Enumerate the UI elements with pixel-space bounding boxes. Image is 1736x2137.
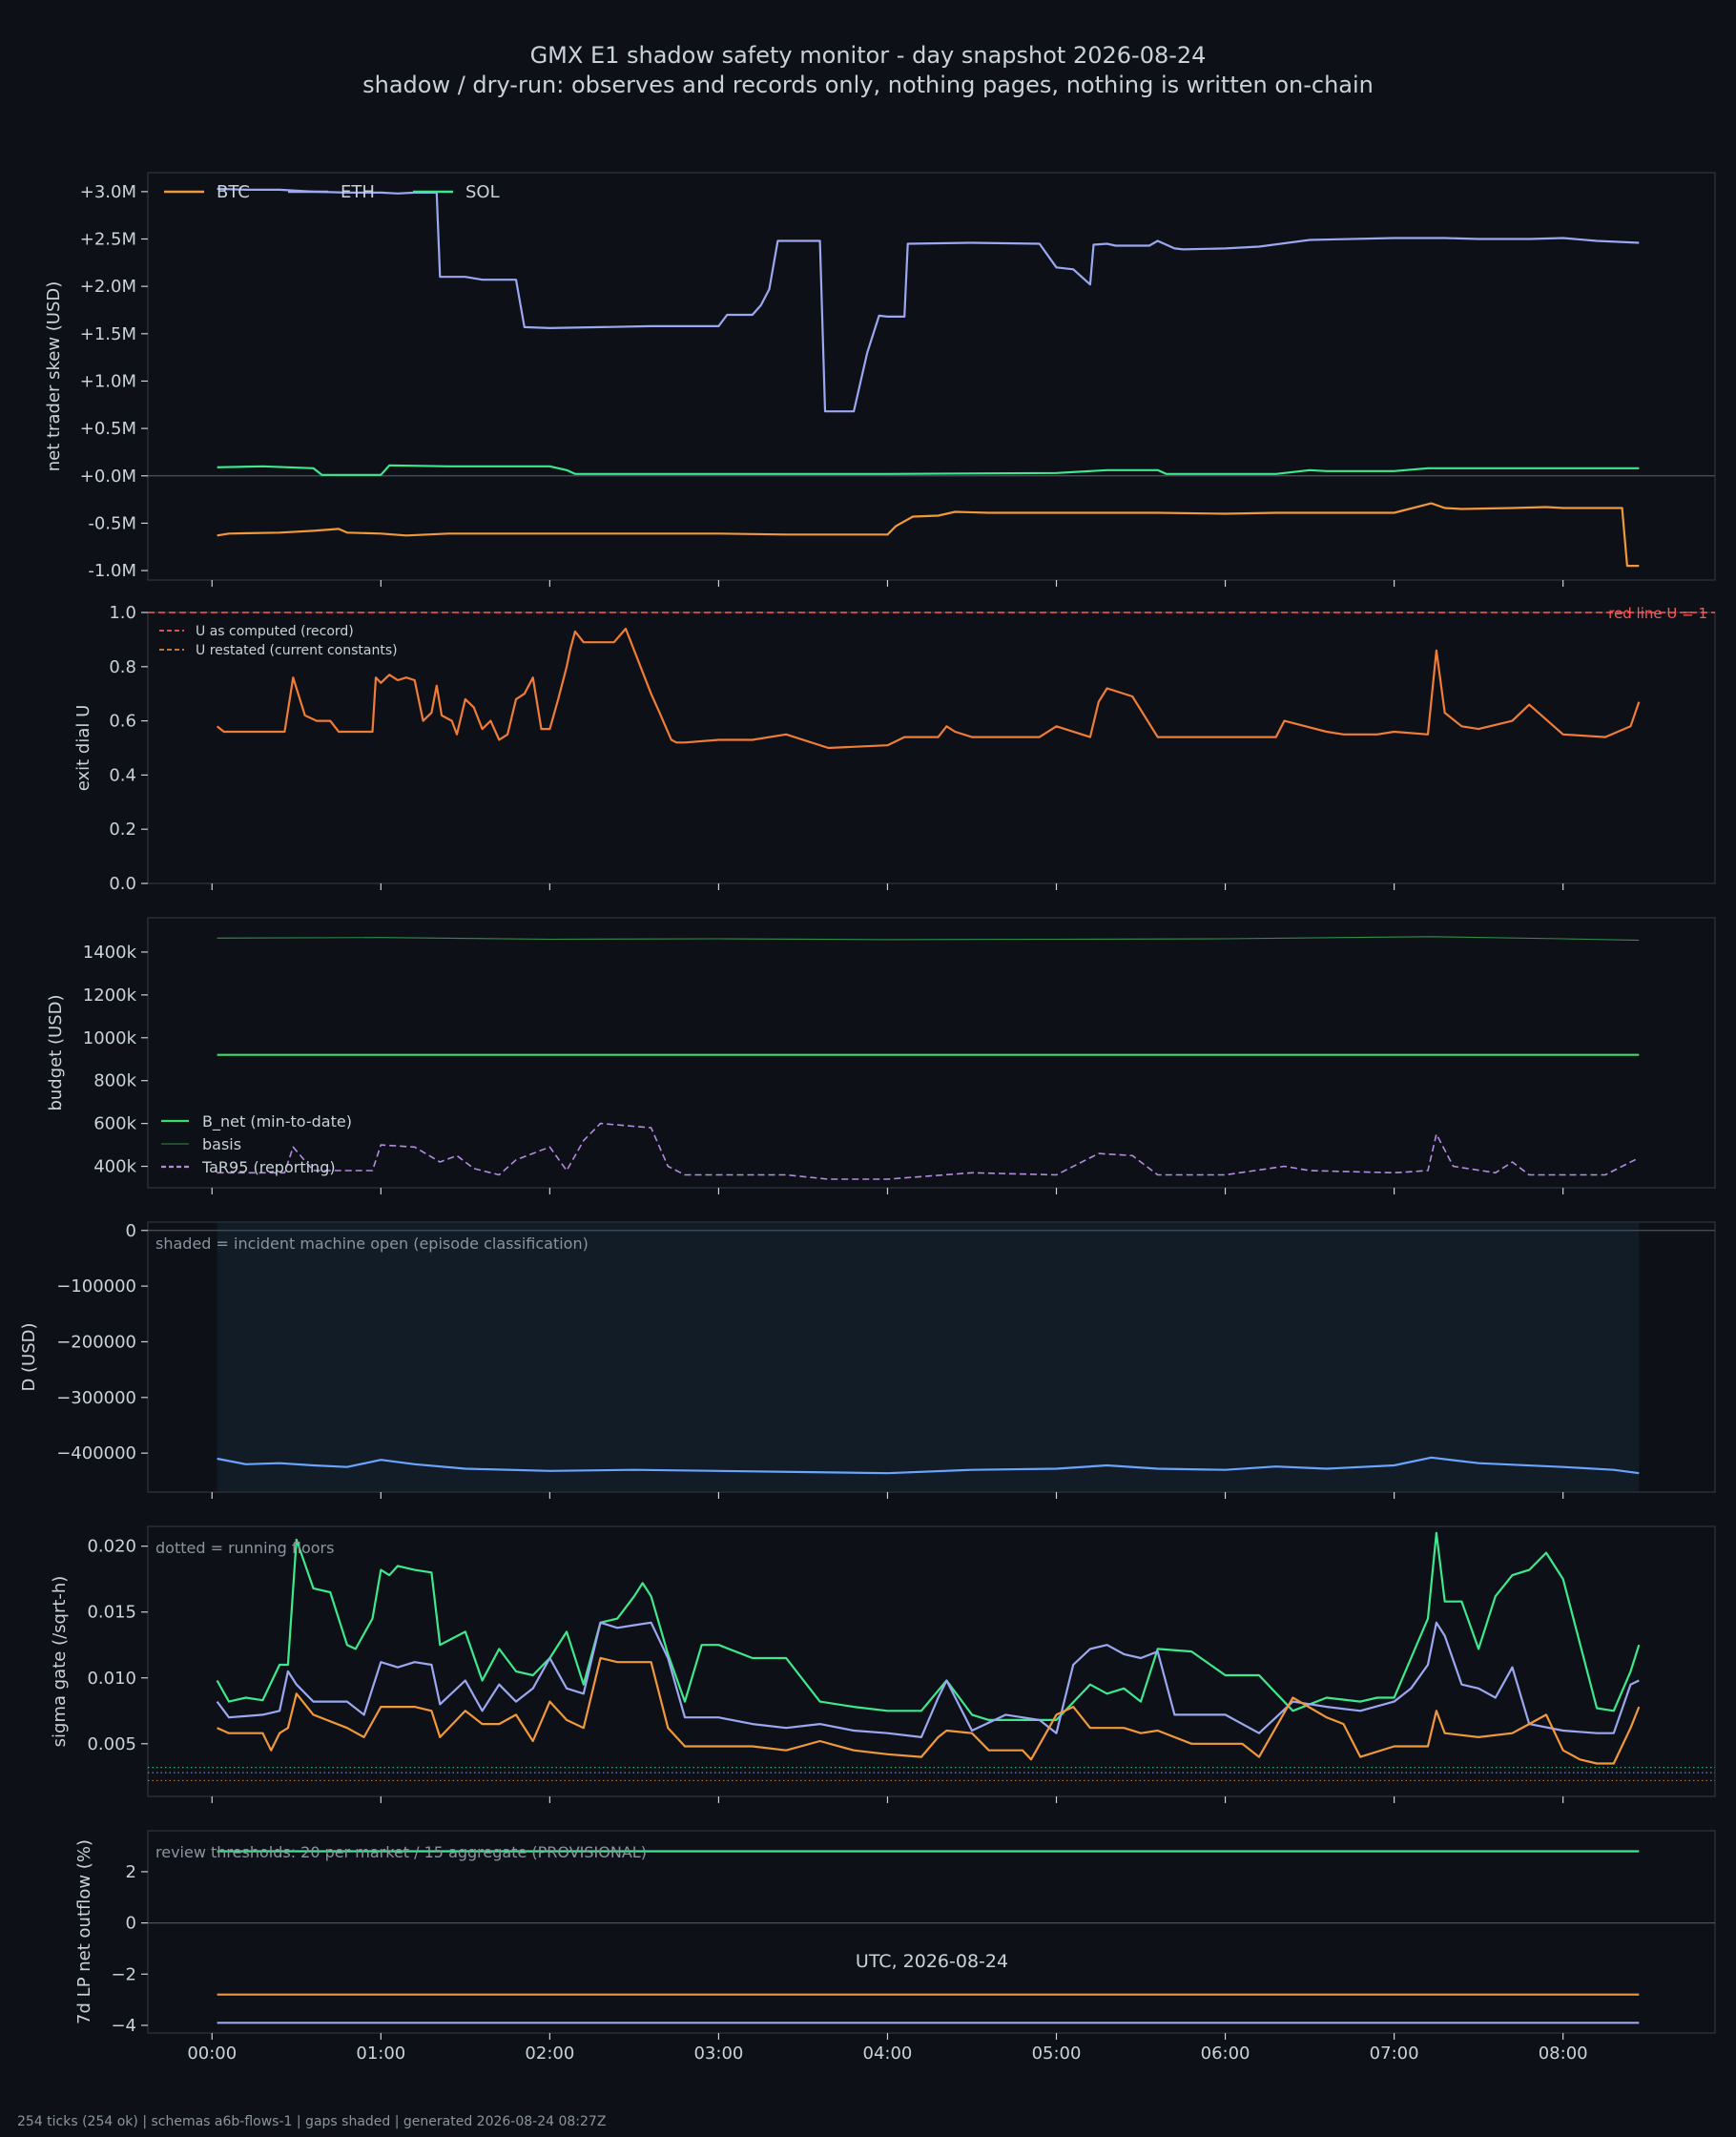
y-tick-label: −100000 bbox=[56, 1276, 136, 1297]
panel-annotation: shaded = incident machine open (episode … bbox=[155, 1234, 589, 1253]
series-line-btc bbox=[217, 502, 1640, 568]
legend-label: B_net (min-to-date) bbox=[202, 1112, 352, 1131]
panel-annotation: review thresholds: 20 per market / 15 ag… bbox=[155, 1843, 647, 1861]
panel-frame bbox=[147, 172, 1716, 581]
y-tick-label: 0.005 bbox=[87, 1734, 136, 1754]
y-tick-label: 600k bbox=[93, 1114, 136, 1134]
x-axis-label: UTC, 2026-08-24 bbox=[856, 1951, 1008, 1972]
legend-label: BTC bbox=[217, 182, 250, 202]
y-axis-label: budget (USD) bbox=[46, 994, 66, 1110]
series-line-s3 bbox=[217, 1656, 1641, 1765]
y-tick-label: +1.5M bbox=[80, 324, 136, 344]
y-tick-label: +3.0M bbox=[80, 182, 136, 202]
y-axis-label: sigma gate (/sqrt-h) bbox=[50, 1576, 70, 1748]
legend-label: ETH bbox=[341, 182, 375, 202]
incident-shaded-region bbox=[217, 1223, 1640, 1491]
legend-label: basis bbox=[202, 1135, 241, 1153]
series-line-s1 bbox=[217, 1456, 1640, 1475]
panels: +3.0M +2.5M +2.0M +1.5M +1.0M +0.5M +0.0M -0.5M… bbox=[19, 172, 1716, 2040]
x-tick-label: 02:00 bbox=[525, 2044, 574, 2064]
legend-label: U as computed (record) bbox=[196, 624, 354, 639]
legend-label: U restated (current constants) bbox=[196, 643, 398, 658]
series-line-sol bbox=[217, 464, 1640, 476]
y-tick-label: +1.0M bbox=[80, 371, 136, 391]
series-line-tar95-reporting bbox=[217, 1122, 1640, 1180]
y-tick-label: 0.015 bbox=[87, 1603, 136, 1623]
panel-annotation: dotted = running floors bbox=[155, 1539, 334, 1557]
y-axis-label: D (USD) bbox=[19, 1322, 39, 1391]
y-tick-label: -0.5M bbox=[88, 513, 136, 533]
series-line-eth bbox=[217, 187, 1640, 413]
panel-6: 2 0 −2 −4 7d LP net outflow (%) review thresh… bbox=[74, 1830, 1716, 2040]
panel-3: 1400k 1200k 1000k 800k 600k 400k budget (USD) B… bbox=[46, 917, 1716, 1194]
y-tick-label: −300000 bbox=[56, 1388, 136, 1408]
y-axis-label: net trader skew (USD) bbox=[44, 281, 64, 472]
x-tick-label: 03:00 bbox=[693, 2044, 743, 2064]
series-line-basis bbox=[217, 936, 1640, 942]
y-tick-label: +2.0M bbox=[80, 277, 136, 297]
y-tick-label: 0.6 bbox=[109, 712, 136, 732]
panel-2: 1.0 0.8 0.6 0.4 0.2 0.0 exit dial U red line U … bbox=[73, 603, 1716, 894]
series-line-s1 bbox=[216, 1531, 1641, 1722]
x-axis: 00:00 01:00 02:00 03:00 04:00 05:00 06:00 07:00… bbox=[187, 2044, 1587, 2064]
figure-footer: 254 ticks (254 ok) | schemas a6b-flows-1… bbox=[17, 2114, 606, 2129]
panel-frame bbox=[147, 1830, 1716, 2034]
x-tick-label: 01:00 bbox=[356, 2044, 405, 2064]
y-tick-label: -1.0M bbox=[88, 561, 136, 581]
y-tick-label: 0.8 bbox=[109, 657, 136, 677]
y-tick-label: −400000 bbox=[56, 1443, 136, 1463]
y-tick-label: +2.5M bbox=[80, 230, 136, 250]
red-line-annotation: red line U = 1 bbox=[1608, 605, 1707, 622]
figure-subtitle: shadow / dry-run: observes and records o… bbox=[362, 72, 1374, 98]
y-tick-label: 1200k bbox=[83, 986, 137, 1006]
y-tick-label: 0.0 bbox=[109, 874, 136, 894]
y-tick-label: 0 bbox=[126, 1221, 136, 1241]
x-tick-label: 06:00 bbox=[1201, 2044, 1250, 2064]
y-tick-label: 0.2 bbox=[109, 820, 136, 840]
panel-4: 0 −100000 −200000 −300000 −400000 D (USD) shad… bbox=[19, 1221, 1716, 1499]
panel-frame bbox=[147, 917, 1716, 1189]
y-tick-label: −200000 bbox=[56, 1332, 136, 1352]
x-tick-label: 00:00 bbox=[187, 2044, 237, 2064]
x-tick-label: 04:00 bbox=[863, 2044, 913, 2064]
x-tick-label: 07:00 bbox=[1370, 2044, 1419, 2064]
y-tick-label: +0.0M bbox=[80, 467, 136, 487]
y-tick-label: 1400k bbox=[83, 943, 137, 963]
panel-1: +3.0M +2.5M +2.0M +1.5M +1.0M +0.5M +0.0M -0.5M… bbox=[44, 172, 1716, 587]
y-tick-label: 0.4 bbox=[109, 765, 136, 785]
y-tick-label: +0.5M bbox=[80, 419, 136, 439]
y-tick-label: 0.010 bbox=[87, 1669, 136, 1689]
y-tick-label: 400k bbox=[93, 1157, 136, 1177]
y-tick-label: −2 bbox=[111, 1964, 136, 1984]
figure-title: GMX E1 shadow safety monitor - day snaps… bbox=[530, 42, 1207, 69]
y-axis-label: 7d LP net outflow (%) bbox=[74, 1839, 94, 2024]
y-tick-label: 2 bbox=[126, 1862, 136, 1882]
y-tick-label: 0.020 bbox=[87, 1537, 136, 1557]
panel-5: 0.020 0.015 0.010 0.005 sigma gate (/sqrt-h)… bbox=[50, 1525, 1716, 1803]
y-axis-label: exit dial U bbox=[73, 705, 93, 792]
x-tick-label: 08:00 bbox=[1539, 2044, 1588, 2064]
series-line-s3 bbox=[216, 627, 1641, 750]
y-tick-label: 800k bbox=[93, 1071, 136, 1091]
y-tick-label: 1.0 bbox=[109, 603, 136, 623]
y-tick-label: 1000k bbox=[83, 1028, 137, 1048]
y-tick-label: 0 bbox=[126, 1914, 136, 1934]
legend-label: TaR95 (reporting) bbox=[201, 1158, 336, 1176]
legend-label: SOL bbox=[465, 182, 500, 202]
panel-frame bbox=[147, 1525, 1716, 1797]
panel-frame bbox=[147, 612, 1716, 884]
x-tick-label: 05:00 bbox=[1032, 2044, 1082, 2064]
series-line-s2 bbox=[216, 1621, 1640, 1739]
y-tick-label: −4 bbox=[111, 2016, 136, 2036]
